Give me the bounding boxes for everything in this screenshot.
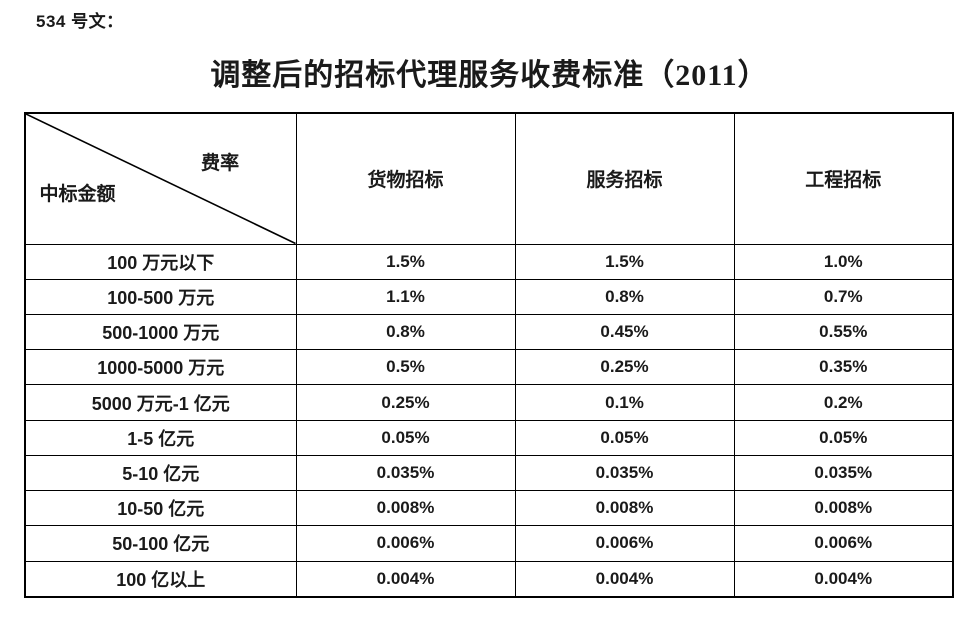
doc-ref-label: 534 号文： [36,12,124,31]
rate-cell: 1.5% [514,243,735,280]
table-header-row: 费率 中标金额 货物招标 服务招标 工程招标 [24,112,954,245]
row-label: 5-10 亿元 [24,454,297,492]
rate-cell: 0.8% [514,278,735,315]
corner-cell: 费率 中标金额 [24,112,297,245]
corner-rate-label: 费率 [201,152,240,174]
table-row: 1-5 亿元 0.05% 0.05% 0.05% [24,419,954,456]
rate-cell: 0.1% [514,384,735,421]
rate-cell: 0.006% [514,525,735,562]
row-label: 1000-5000 万元 [24,349,297,386]
rate-cell: 0.006% [733,525,954,562]
corner-amount-label: 中标金额 [39,183,116,205]
rate-cell: 0.004% [514,560,735,598]
rate-cell: 0.05% [514,419,735,456]
rate-cell: 1.1% [295,278,516,315]
rate-cell: 1.0% [733,243,954,280]
rate-cell: 0.45% [514,313,735,351]
rate-cell: 0.55% [733,313,954,351]
table-row: 5000 万元-1 亿元 0.25% 0.1% 0.2% [24,384,954,421]
rate-cell: 0.004% [295,560,516,598]
diagonal-divider-line [26,114,296,244]
rate-cell: 0.004% [733,560,954,598]
rate-cell: 0.35% [733,349,954,386]
table-row: 50-100 亿元 0.006% 0.006% 0.006% [24,525,954,562]
row-label: 1-5 亿元 [24,419,297,456]
rate-cell: 0.25% [295,384,516,421]
rate-cell: 0.05% [733,419,954,456]
rate-cell: 0.006% [295,525,516,562]
page-title: 调整后的招标代理服务收费标准（2011） [210,59,769,92]
rate-cell: 0.7% [733,278,954,315]
table-row: 500-1000 万元 0.8% 0.45% 0.55% [24,313,954,351]
column-header-service-bidding: 服务招标 [514,112,735,245]
rate-cell: 0.035% [295,454,516,492]
rate-cell: 0.05% [295,419,516,456]
rate-cell: 0.5% [295,349,516,386]
rate-cell: 0.008% [514,490,735,527]
row-label: 100 亿以上 [24,560,297,598]
row-label: 100-500 万元 [24,278,297,315]
rate-cell: 0.008% [295,490,516,527]
column-header-goods-bidding: 货物招标 [295,112,516,245]
rate-cell: 0.8% [295,313,516,351]
row-label: 5000 万元-1 亿元 [24,384,297,421]
rate-cell: 0.035% [514,454,735,492]
rate-cell: 0.25% [514,349,735,386]
table-row: 100-500 万元 1.1% 0.8% 0.7% [24,278,954,315]
row-label: 10-50 亿元 [24,490,297,527]
row-label: 50-100 亿元 [24,525,297,562]
rate-cell: 0.035% [733,454,954,492]
table-row: 1000-5000 万元 0.5% 0.25% 0.35% [24,349,954,386]
column-header-engineering-bidding: 工程招标 [733,112,954,245]
rate-cell: 1.5% [295,243,516,280]
fee-table: 费率 中标金额 货物招标 服务招标 工程招标 100 万元以下 1.5% 1.5… [24,112,954,598]
table-row: 10-50 亿元 0.008% 0.008% 0.008% [24,490,954,527]
table-row: 100 万元以下 1.5% 1.5% 1.0% [24,243,954,280]
rate-cell: 0.2% [733,384,954,421]
table-row: 5-10 亿元 0.035% 0.035% 0.035% [24,454,954,492]
row-label: 500-1000 万元 [24,313,297,351]
table-row: 100 亿以上 0.004% 0.004% 0.004% [24,560,954,598]
rate-cell: 0.008% [733,490,954,527]
row-label: 100 万元以下 [24,243,297,280]
